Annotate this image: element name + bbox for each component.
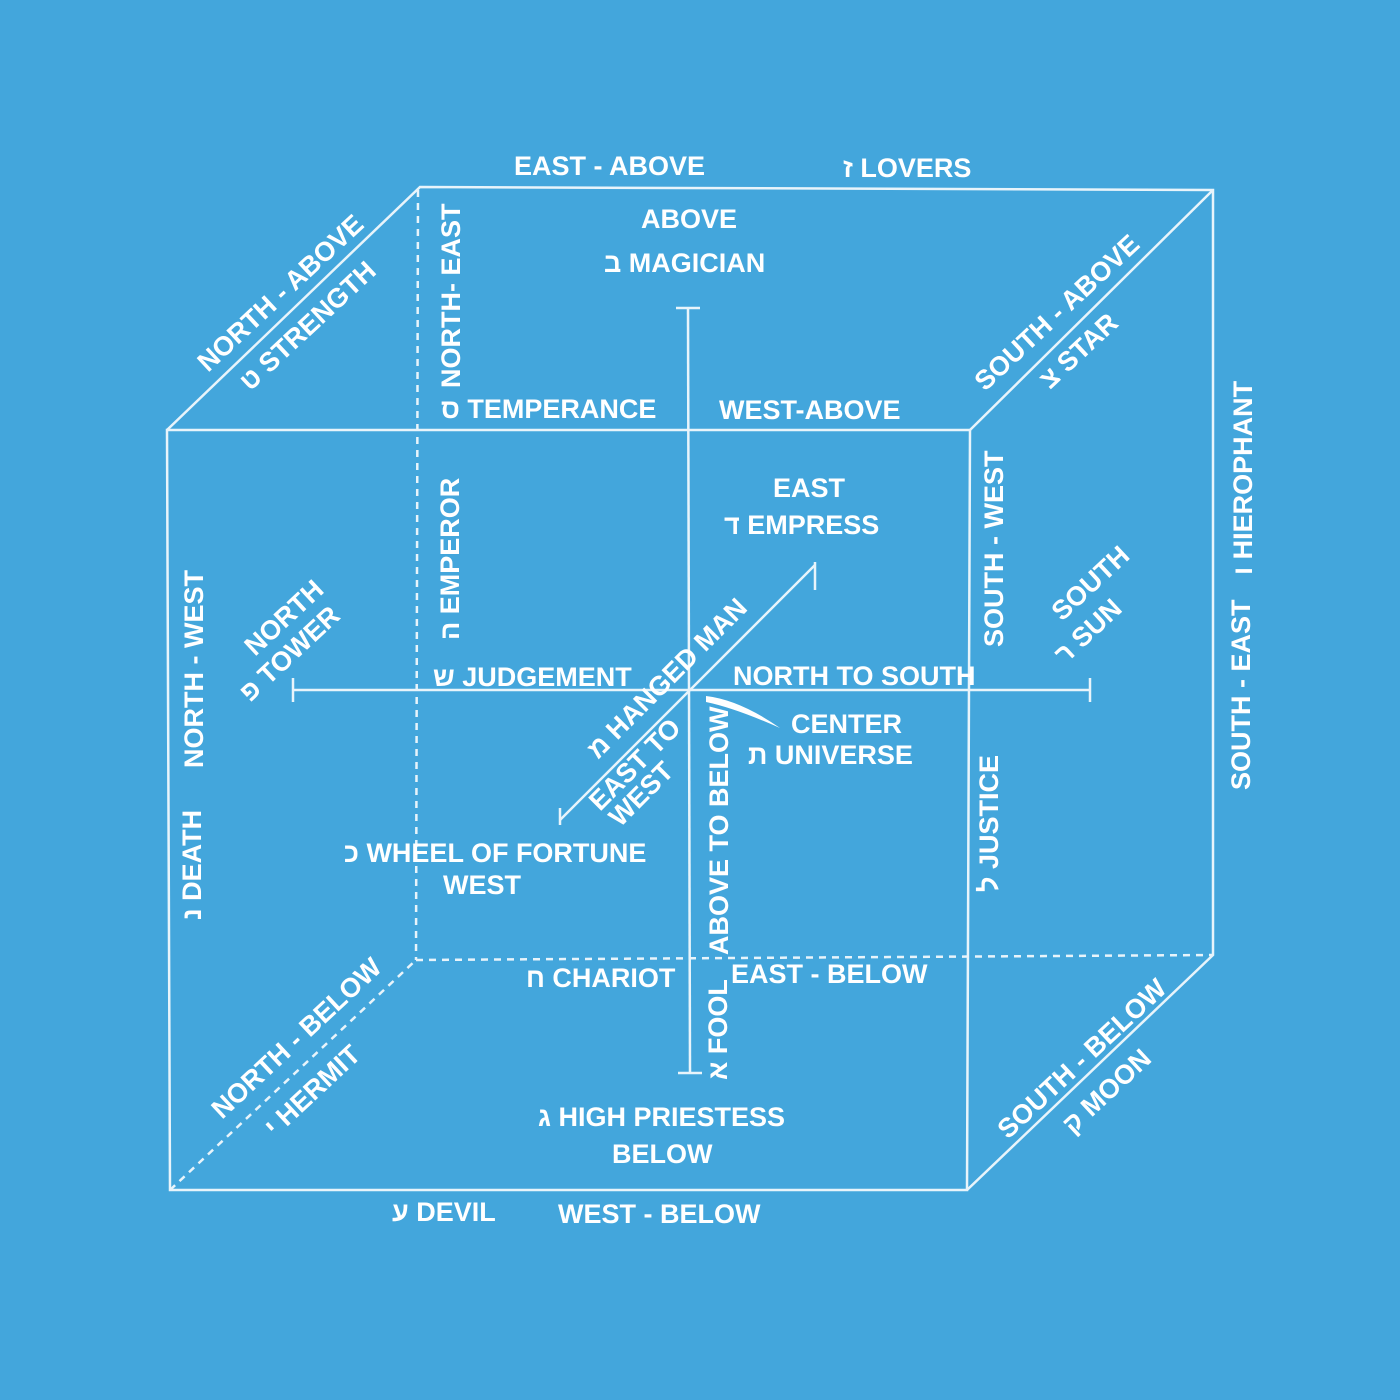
top-right-depth-edge [969,189,1214,431]
label-south-west: SOUTH - WEST [979,450,1009,647]
label-temperance: ס TEMPERANCE [441,394,656,424]
label-universe: ת UNIVERSE [748,740,913,770]
back-bottom-edge [415,953,1214,962]
back-left-edge [414,189,420,961]
bottom-left-depth-edge [169,959,417,1191]
label-death: נ DEATH [177,810,207,920]
label-below: BELOW [612,1139,713,1169]
label-fool: א FOOL [703,979,733,1080]
label-north-east: NORTH- EAST [436,203,466,388]
label-emperor: ה EMPEROR [435,478,465,640]
label-justice: ל JUSTICE [974,755,1004,892]
label-high-priestess: ג HIGH PRIESTESS [538,1102,785,1132]
center-pointer [706,696,780,728]
label-magician: ב MAGICIAN [604,248,765,278]
label-west: WEST [443,870,522,900]
label-above-to-below: ABOVE TO BELOW [704,706,734,955]
label-west-below: WEST - BELOW [558,1199,761,1229]
label-west-above: WEST-ABOVE [719,395,901,425]
label-empress: ד EMPRESS [724,510,879,540]
label-east-above: EAST - ABOVE [514,151,705,181]
label-hierophant: ו HIEROPHANT [1228,380,1258,575]
label-chariot: ח CHARIOT [526,963,676,993]
front-face [165,428,972,1192]
label-wheel-of-fortune: כ WHEEL OF FORTUNE [344,838,646,868]
label-devil: ע DEVIL [392,1197,496,1227]
label-judgement: ש JUDGEMENT [433,662,632,692]
label-above: ABOVE [641,204,737,234]
label-north-to-south: NORTH TO SOUTH [733,661,976,691]
label-center: CENTER [791,709,902,739]
label-east-below: EAST - BELOW [731,959,928,989]
label-lovers: ז LOVERS [843,153,971,183]
label-east: EAST [773,473,846,503]
east-west-axis [559,564,816,821]
label-north-west: NORTH - WEST [179,570,209,768]
label-south-east: SOUTH - EAST [1226,599,1256,790]
